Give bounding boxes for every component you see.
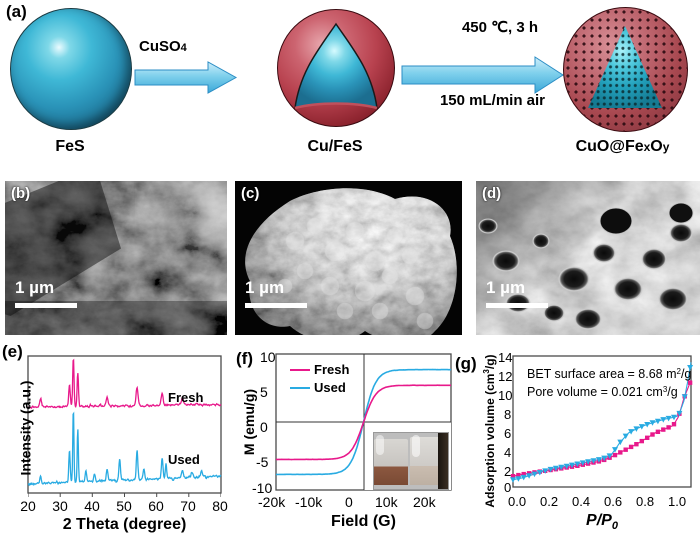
svg-text:Used: Used	[314, 380, 346, 395]
svg-text:BET surface area = 8.68 m2/g: BET surface area = 8.68 m2/g	[527, 367, 691, 382]
svg-text:Fresh: Fresh	[168, 390, 203, 405]
svg-text:Used: Used	[168, 452, 200, 467]
svg-text:Fresh: Fresh	[314, 362, 349, 377]
svg-text:Pore volume = 0.021 cm3/g: Pore volume = 0.021 cm3/g	[527, 385, 678, 400]
